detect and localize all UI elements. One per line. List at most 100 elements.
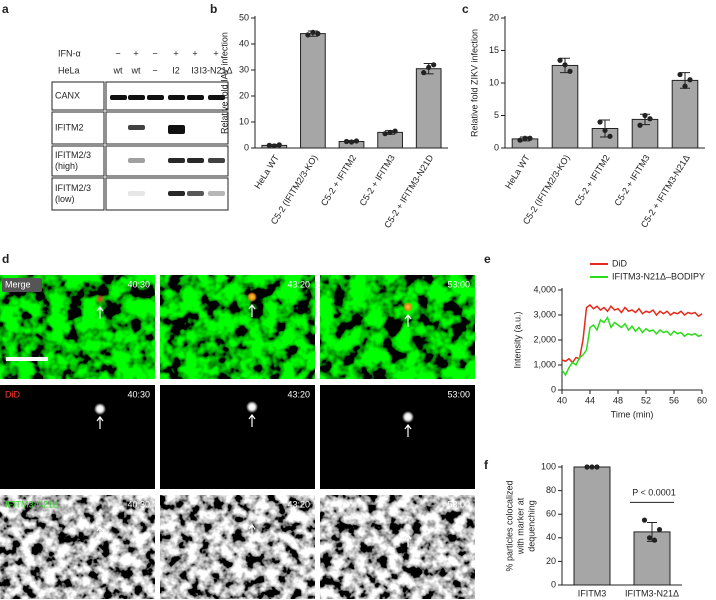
y-tick-label: 0 — [244, 142, 249, 152]
data-point — [426, 64, 432, 70]
data-point — [589, 464, 595, 470]
micro-texture — [320, 275, 475, 379]
data-point — [431, 62, 437, 68]
x-tick-label: C5-2 (IFITM2/3-KO) — [521, 153, 572, 226]
x-tick-label: IFITM3 — [578, 588, 607, 598]
blot-ifn: − — [152, 48, 157, 58]
y-axis-label: dequenching — [526, 500, 536, 552]
blot-cell: − — [152, 65, 157, 75]
micro-row-label: DiD — [5, 389, 20, 399]
data-point — [421, 70, 427, 76]
data-point — [646, 535, 653, 541]
blot-image — [105, 177, 229, 211]
x-tick-label: HeLa WT — [503, 153, 532, 191]
y-tick-label: 20 — [239, 90, 249, 100]
blot-band — [168, 191, 185, 196]
blot-cell: I3 — [191, 65, 199, 75]
y-axis-label: Intensity (a.u.) — [512, 311, 522, 368]
blot-ifn: + — [192, 48, 197, 58]
blot-row-label: IFITM2/3 — [55, 183, 91, 193]
blot-band — [147, 95, 164, 100]
particle — [403, 522, 413, 532]
blot-cell: I3-N21Δ — [199, 65, 232, 75]
y-tick-label: 4,000 — [533, 284, 556, 294]
micro-time: 43:20 — [287, 279, 310, 289]
micro-texture — [0, 275, 155, 379]
x-tick-label: C5-2 + IFITM3 — [357, 153, 396, 208]
y-axis-label: Relative fold ZIKV infection — [469, 29, 479, 137]
y-tick-label: 60 — [546, 509, 556, 519]
data-point — [677, 71, 683, 78]
panel-label: b — [210, 2, 217, 16]
data-point — [382, 131, 388, 137]
x-tick-label: 40 — [557, 395, 567, 405]
x-tick-label: C5-2 + IFITM3 — [612, 153, 651, 208]
particle — [95, 294, 105, 304]
blot-label-box — [51, 177, 105, 211]
blot-row-label: CANX — [55, 90, 80, 100]
blot-ifn: − — [115, 48, 120, 58]
data-point — [353, 138, 360, 144]
x-tick-label: HeLa WT — [252, 153, 281, 191]
arrow — [404, 534, 412, 547]
data-point — [642, 112, 648, 119]
micro-time: 43:20 — [287, 499, 310, 509]
data-point — [597, 119, 603, 125]
micro-label-box — [2, 278, 42, 292]
arrow — [404, 314, 412, 327]
blot-band — [187, 95, 204, 100]
data-point — [348, 139, 355, 145]
data-point — [647, 116, 653, 122]
micro-texture — [160, 495, 315, 599]
data-point — [651, 537, 658, 543]
y-tick-label: 30 — [239, 64, 249, 74]
y-tick-label: 50 — [239, 12, 249, 22]
data-point — [567, 68, 573, 74]
particle — [246, 401, 258, 413]
blot-band — [168, 125, 185, 134]
y-tick-label: 2,000 — [533, 334, 556, 344]
particle — [94, 403, 106, 415]
blot-treatment-label: IFN-α — [58, 48, 81, 58]
micro-bg — [320, 385, 475, 489]
micro-row-label: Merge — [5, 279, 31, 289]
blot-band — [110, 95, 127, 100]
data-point — [517, 137, 523, 143]
micro-texture — [320, 495, 475, 599]
y-tick-label: 40 — [546, 532, 556, 542]
x-tick-label: 44 — [585, 395, 595, 405]
blot-band — [128, 125, 145, 130]
arrow — [96, 526, 104, 539]
blot-row-label: IFITM2 — [55, 122, 84, 132]
blot-ifn: + — [133, 48, 138, 58]
data-point — [276, 142, 282, 148]
panel-label: d — [2, 252, 9, 266]
data-point — [557, 57, 563, 63]
particle — [247, 292, 257, 302]
x-tick-label: C5-2 + IFITM2 — [319, 153, 358, 208]
micro-texture — [0, 495, 155, 599]
data-point — [584, 464, 590, 470]
x-tick-label: 60 — [697, 395, 707, 405]
line-series — [561, 304, 703, 364]
blot-band — [128, 95, 145, 100]
micro-time: 53:00 — [447, 389, 470, 399]
blot-band — [187, 191, 204, 196]
panel-label: c — [462, 2, 469, 16]
panel-label: f — [484, 458, 489, 472]
y-tick-label: 0 — [551, 579, 556, 589]
arrow — [404, 424, 412, 437]
blot-band — [187, 158, 204, 163]
blot-cell: I2 — [172, 65, 180, 75]
blot-row-label: (low) — [55, 194, 75, 204]
y-tick-label: 15 — [489, 45, 499, 55]
blot-row-label: IFITM2/3 — [55, 150, 91, 160]
blot-image — [105, 145, 229, 177]
blot-ifn: + — [173, 48, 178, 58]
arrow — [248, 524, 256, 537]
micro-time: 40:30 — [127, 389, 150, 399]
blot-row-label: (high) — [55, 161, 78, 171]
y-tick-label: 0 — [551, 384, 556, 394]
y-tick-label: 3,000 — [533, 309, 556, 319]
